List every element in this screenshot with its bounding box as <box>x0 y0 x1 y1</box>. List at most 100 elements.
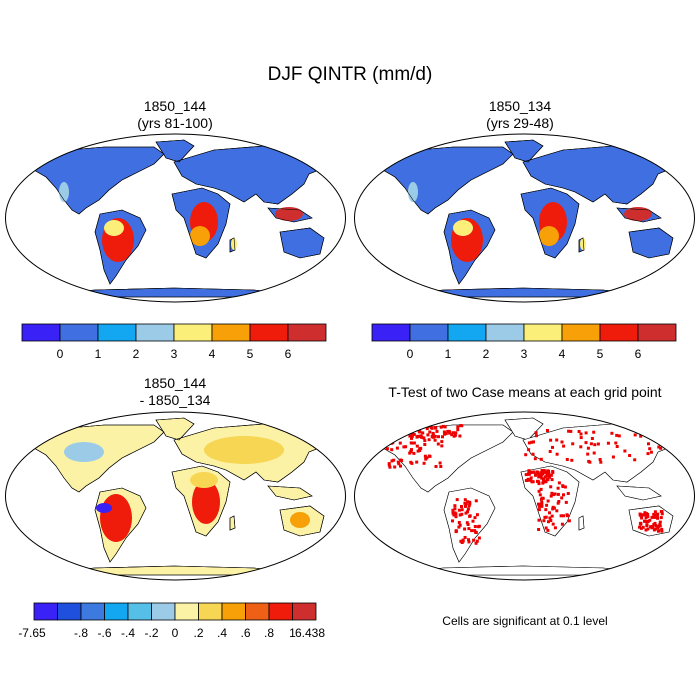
significant-cell <box>430 435 434 439</box>
significant-cell <box>557 481 561 485</box>
coastline <box>229 237 236 253</box>
significant-cell <box>460 424 464 428</box>
diff-region <box>100 494 132 542</box>
significant-cell <box>540 496 544 500</box>
precip-region <box>59 182 69 202</box>
significant-cell <box>598 458 602 461</box>
colorbar-tick-label: 3 <box>171 347 178 361</box>
significant-cell <box>468 502 472 506</box>
diff-region <box>190 472 218 488</box>
colorbar-tick-label: .8 <box>264 626 274 640</box>
significant-cell <box>656 512 660 516</box>
significant-cell <box>412 433 416 436</box>
significance-note: Cells are significant at 0.1 level <box>442 614 608 628</box>
significant-cell <box>564 500 568 504</box>
colorbar-swatch <box>57 602 82 621</box>
significant-cell <box>417 430 421 434</box>
significant-cell <box>412 427 416 431</box>
significant-cell <box>411 441 415 445</box>
significant-cell <box>560 440 564 444</box>
significant-cell <box>660 510 664 514</box>
significant-cell <box>537 480 541 484</box>
colorbar-swatch <box>485 323 525 342</box>
significant-cell <box>567 519 571 523</box>
map-border <box>5 133 346 303</box>
significant-cell <box>646 520 650 523</box>
significant-cell <box>537 489 541 493</box>
significant-cell <box>653 510 657 514</box>
significant-cell <box>455 498 459 502</box>
colorbar-swatch <box>59 323 99 342</box>
significant-cell <box>579 436 583 440</box>
coastline <box>229 515 236 531</box>
significant-cell <box>544 526 548 530</box>
significant-cell <box>467 504 471 508</box>
significant-cell <box>425 456 429 460</box>
significant-cell <box>473 529 477 533</box>
significant-cell <box>434 465 438 468</box>
significant-cell <box>443 425 447 429</box>
significant-cell <box>423 454 427 458</box>
significant-cell <box>540 504 543 508</box>
significant-cell <box>562 514 565 518</box>
significant-cell <box>410 435 414 439</box>
significant-cell <box>658 524 662 528</box>
colorbar-tick-label: 3 <box>521 347 528 361</box>
significant-cell <box>468 514 472 518</box>
colorbar-tick-label: 6 <box>635 347 642 361</box>
significant-cell <box>544 515 548 519</box>
significant-cell <box>405 430 409 434</box>
coastline <box>155 417 195 441</box>
colorbar-swatch <box>221 602 246 621</box>
significant-cell <box>464 502 468 506</box>
colorbar-swatch <box>104 602 129 621</box>
coastline <box>279 505 325 537</box>
significant-cell <box>412 451 416 455</box>
panel-2-title-line2: (yrs 29-48) <box>486 115 554 131</box>
significant-cell <box>640 516 644 520</box>
significant-cell <box>477 536 481 540</box>
significant-cell <box>590 437 594 440</box>
significant-cell <box>577 430 581 433</box>
significant-cell <box>655 515 659 519</box>
significant-cell <box>435 429 439 433</box>
significant-cell <box>617 434 621 438</box>
significant-cell <box>560 496 564 500</box>
significant-cell <box>415 435 419 439</box>
significant-cell <box>451 511 455 515</box>
colorbar-tick-label: 0 <box>407 347 414 361</box>
significant-cell <box>639 522 643 526</box>
coastline <box>267 207 313 223</box>
significant-cell <box>551 471 555 475</box>
significant-cell <box>567 429 571 433</box>
significant-cell <box>659 516 663 520</box>
significant-cell <box>546 499 550 503</box>
significant-cell <box>566 514 569 518</box>
significant-cell <box>439 425 443 429</box>
significant-cell <box>441 435 444 439</box>
significant-cell <box>532 440 535 444</box>
coastline <box>171 187 231 259</box>
colorbar-tick-label: 4 <box>209 347 216 361</box>
significant-cell <box>553 492 557 496</box>
significant-cell <box>534 434 538 438</box>
significant-cell <box>533 457 537 461</box>
colorbar-tick-label: 4 <box>559 347 566 361</box>
significant-cell <box>473 525 477 528</box>
significant-cell <box>409 449 413 453</box>
colorbar-swatch <box>249 323 289 342</box>
significant-cell <box>550 478 554 482</box>
significant-cell <box>421 431 425 435</box>
land-north-america <box>382 146 514 215</box>
map-panel-3 <box>5 411 346 581</box>
panel-3-title-line1: 1850_144 <box>143 375 207 391</box>
significant-cell <box>393 435 397 439</box>
significant-cell <box>648 518 652 522</box>
significant-cell <box>530 440 534 444</box>
significant-cell <box>642 513 646 517</box>
colorbar-abs-2: 0 1 2 3 4 5 6 <box>371 323 677 361</box>
colorbar-tick-label: .6 <box>240 626 250 640</box>
panel-1-title: 1850_144 (yrs 81-100) <box>20 98 330 132</box>
panel-1-title-line1: 1850_144 <box>143 98 207 114</box>
significant-cell <box>415 460 419 464</box>
